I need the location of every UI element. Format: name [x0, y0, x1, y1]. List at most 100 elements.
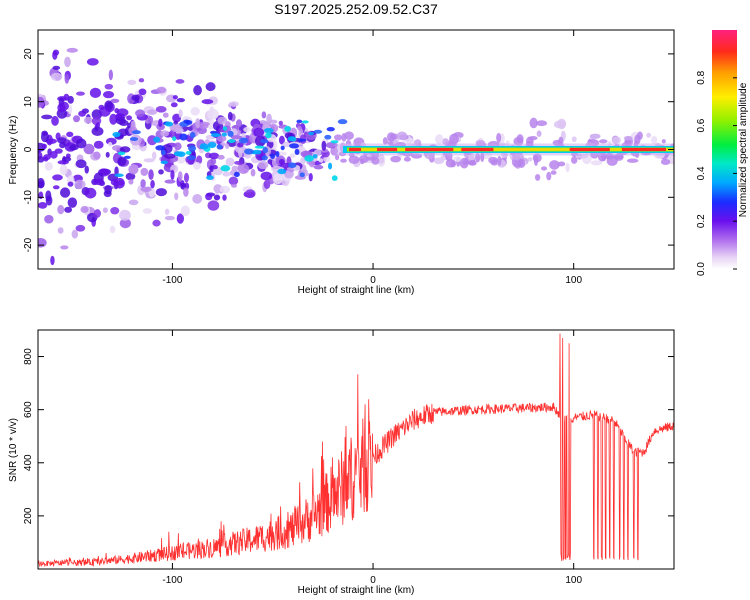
- spectrogram-blob: [192, 193, 203, 204]
- spectrogram-blob: [117, 156, 127, 167]
- spectrogram-blob: [234, 160, 244, 165]
- spectrogram-y-tick-label: -10: [23, 190, 34, 205]
- spectrogram-blob: [38, 148, 41, 154]
- spectrogram-blob: [142, 208, 152, 214]
- spectrogram-blob: [193, 161, 201, 170]
- spectrogram-x-tick-label: -100: [162, 275, 182, 286]
- colorbar-gradient: [712, 30, 737, 269]
- spectrogram-spot: [263, 127, 274, 134]
- spectrogram-blob: [175, 79, 185, 84]
- spectrogram-blob: [119, 218, 131, 229]
- spectrogram-blob: [164, 153, 176, 159]
- spectrogram-blob: [623, 135, 633, 141]
- spectrogram-blob: [237, 163, 250, 175]
- spectrogram-blob: [41, 143, 47, 150]
- spectrogram-blob: [260, 171, 273, 181]
- spectrogram-blob: [205, 193, 213, 201]
- spectrogram-blob: [321, 140, 327, 151]
- spectrogram-blob: [148, 169, 154, 180]
- spectrogram-blob: [512, 155, 519, 161]
- spectrogram-blob: [69, 144, 79, 151]
- spectrogram-blob: [261, 111, 267, 119]
- spectrogram-blob: [459, 157, 469, 169]
- spectrogram-blob: [626, 158, 639, 163]
- spectrogram-blob: [334, 134, 343, 141]
- spectrogram-blob: [38, 177, 45, 189]
- spectrogram-blob: [109, 113, 118, 125]
- colorbar-ticks: 0.0 0.2 0.4 0.6 0.8: [696, 70, 737, 276]
- spectrogram-blob: [110, 98, 120, 103]
- spectrogram-blob: [57, 204, 65, 215]
- spectrogram-blob: [358, 155, 369, 164]
- spectrogram-spot: [280, 145, 285, 151]
- spectrogram-spot: [129, 137, 139, 142]
- spectrogram-blob: [516, 134, 524, 144]
- spectrogram-blob: [45, 195, 53, 206]
- spectrogram-blob: [231, 183, 238, 188]
- spectrogram-blob: [541, 166, 548, 171]
- spectrogram-blob: [38, 96, 45, 108]
- spectrogram-spot: [262, 146, 268, 154]
- spectrogram-spot: [287, 136, 296, 142]
- spectrogram-spot: [233, 171, 240, 178]
- spectrogram-blob: [170, 169, 175, 181]
- spectrogram-blob: [533, 155, 539, 166]
- spectrogram-spot: [222, 126, 228, 131]
- spectrogram-spot: [216, 144, 223, 150]
- carrier-peak: [377, 147, 398, 152]
- spectrogram-blob: [95, 122, 101, 129]
- spectrogram-spot: [327, 162, 333, 170]
- spectrogram-blob: [205, 82, 216, 92]
- carrier-peak: [405, 147, 454, 152]
- spectrogram-blob: [119, 209, 131, 221]
- snr-y-label: SNR (10 * v/v): [8, 418, 19, 482]
- spectrogram-blob: [344, 131, 354, 140]
- spectrogram-carrier: [334, 143, 674, 156]
- spectrogram-spot: [277, 168, 287, 175]
- spectrogram-blob: [83, 143, 95, 155]
- spectrogram-blob: [289, 153, 296, 159]
- spectrogram-blob: [222, 194, 227, 201]
- spectrogram-spot: [238, 137, 249, 144]
- snr-y-tick-label: 800: [23, 348, 34, 365]
- spectrogram-blob: [170, 102, 178, 108]
- spectrogram-blob: [534, 173, 541, 181]
- spectrogram-spot: [294, 148, 300, 156]
- spectrogram-blob: [80, 205, 89, 213]
- spectrogram-blob: [51, 115, 59, 126]
- spectrogram-blob: [308, 172, 313, 182]
- spectrogram-blob: [550, 170, 557, 175]
- spectrogram-blob: [52, 49, 60, 56]
- spectrogram-blob: [128, 164, 139, 175]
- spectrogram-spot: [160, 160, 169, 165]
- spectrogram-blob: [66, 131, 74, 138]
- spectrogram-blob: [206, 108, 219, 120]
- spectrogram-blob: [348, 155, 360, 164]
- spectrogram-spot: [164, 121, 174, 127]
- spectrogram-blob: [162, 112, 169, 118]
- snr-x-tick-label: -100: [162, 575, 182, 586]
- spectrogram-y-tick-label: 10: [23, 96, 34, 108]
- spectrogram-blob: [93, 178, 105, 186]
- spectrogram-spot: [112, 131, 121, 138]
- spectrogram-spot: [132, 130, 141, 135]
- spectrogram-spot: [296, 119, 303, 124]
- spectrogram-x-tick-label: 100: [565, 275, 582, 286]
- spectrogram-blob: [52, 65, 61, 70]
- spectrogram-spot: [227, 130, 234, 137]
- spectrogram-blob: [104, 83, 114, 90]
- spectrogram-blob: [546, 171, 552, 181]
- spectrogram-spot: [337, 119, 348, 125]
- colorbar-tick-label: 0.6: [696, 118, 707, 132]
- spectrogram-blob: [452, 156, 462, 162]
- colorbar: 0.0 0.2 0.4 0.6 0.8 Normalized spectral ampl…: [696, 30, 749, 276]
- spectrogram-blob: [150, 179, 155, 189]
- spectrogram-blob: [243, 126, 251, 133]
- spectrogram-blob: [190, 106, 200, 116]
- spectrogram-spot: [244, 148, 254, 155]
- spectrogram-blob: [60, 245, 69, 250]
- spectrogram-blob: [340, 158, 347, 163]
- spectrogram-spot: [114, 173, 124, 178]
- spectrogram-spot: [207, 141, 217, 149]
- spectrogram-blob: [93, 209, 101, 218]
